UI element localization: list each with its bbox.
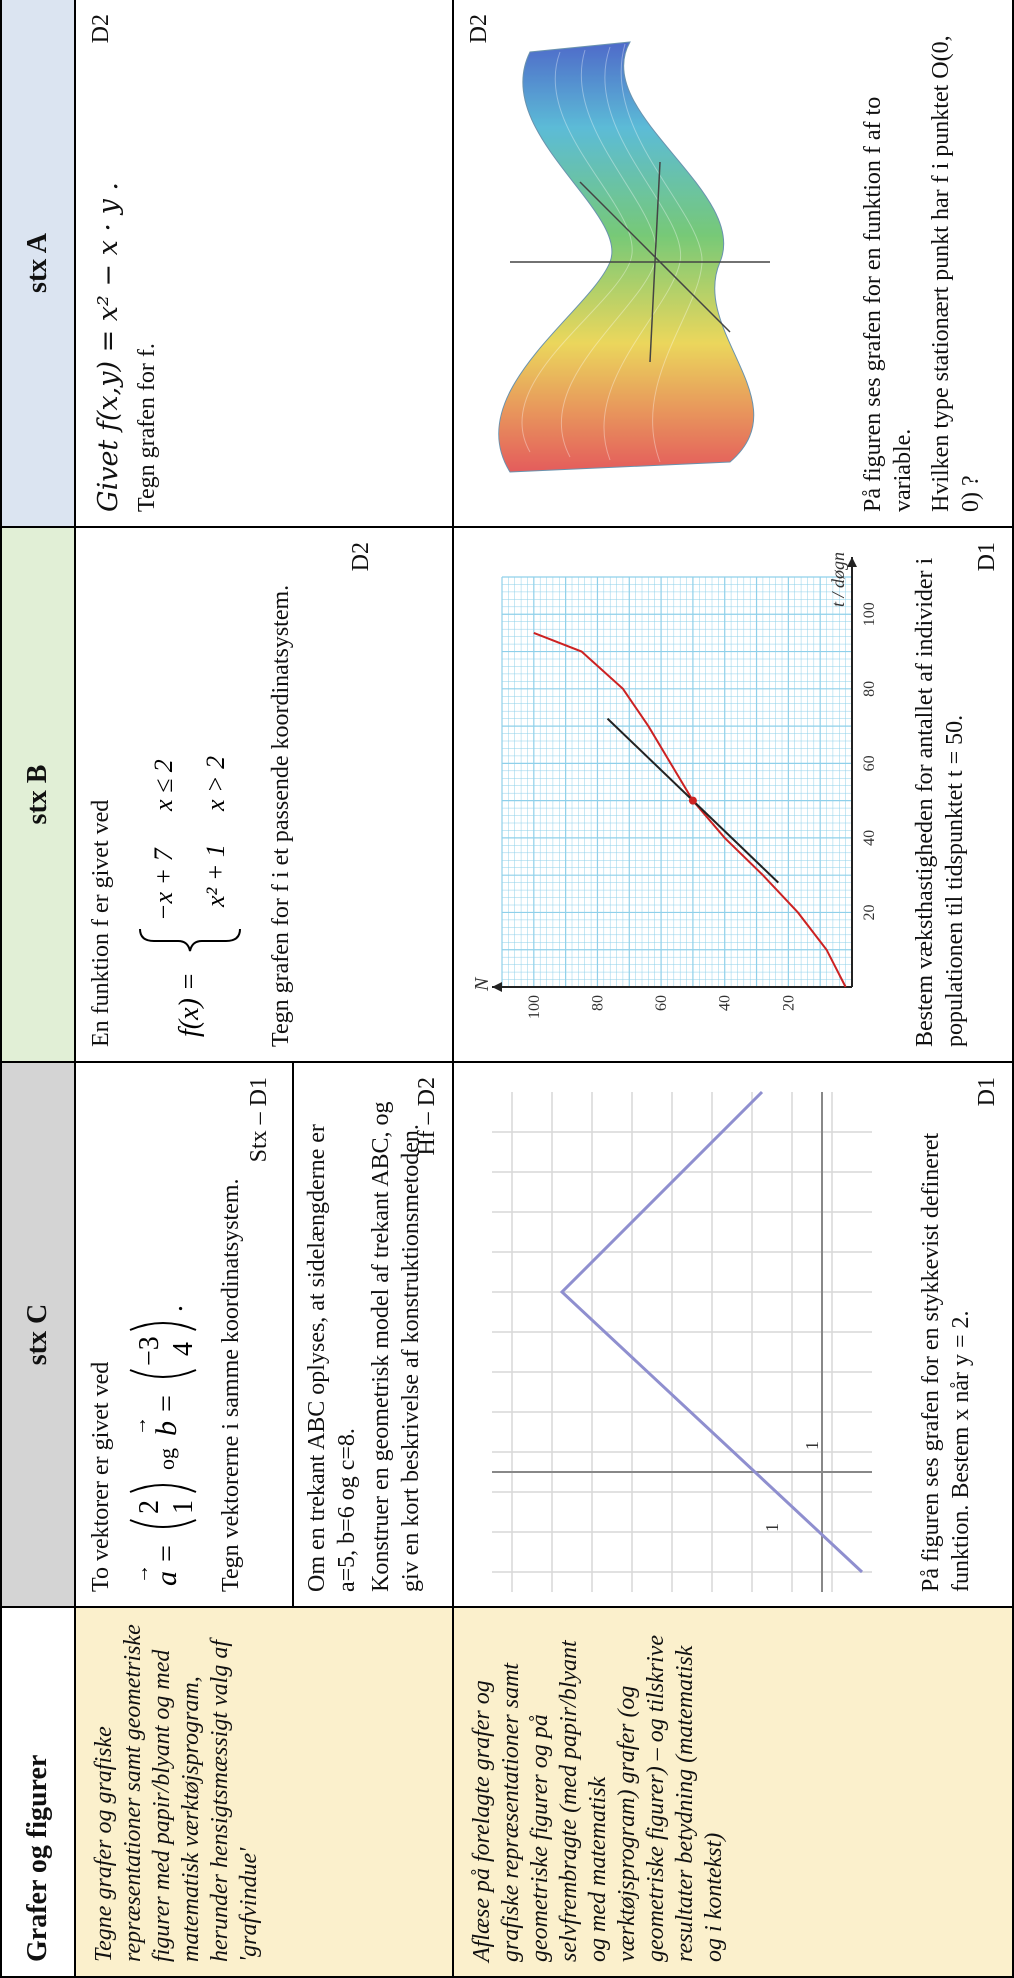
- period: .: [158, 1305, 189, 1312]
- y-axis-3d: [649, 161, 661, 363]
- case2-expr: x² + 1: [201, 844, 230, 908]
- row2-a-text2: Hvilken type stationært punkt har f i pu…: [928, 35, 984, 512]
- graph-grid: [492, 1092, 872, 1592]
- growth-chart: 20 40 60 80 100 20 40 60 80 100 N t / døgn: [472, 552, 878, 1019]
- paren-left-a: [129, 1519, 197, 1528]
- row2-c-text: På figuren ses grafen for en stykkevist …: [918, 1132, 974, 1592]
- row1-stx-c: To vektorer er givet ved a → = 2 1 og b …: [75, 1062, 453, 1607]
- row2-a-text1: På figuren ses grafen for en funktion f …: [860, 96, 916, 512]
- paren-left-b: [129, 1369, 197, 1378]
- vec-a-letter: a: [150, 1571, 183, 1586]
- piecewise-graph: 1 1: [492, 1090, 872, 1592]
- y-tick-label: 100: [526, 995, 543, 1019]
- fx-label: f(x) =: [174, 972, 205, 1037]
- y-tick-label: 20: [780, 995, 797, 1011]
- piecewise-function: f(x) = −x + 7 x ≤ 2 x² + 1 x > 2: [139, 756, 241, 1037]
- saddle-surface: [498, 41, 770, 473]
- row1-b-ref: D2: [348, 542, 374, 572]
- paren-right-b: [129, 1322, 197, 1331]
- header-stx-a: stx A: [1, 0, 75, 527]
- y-axis-label: N: [472, 976, 493, 992]
- row2-stx-a: På figuren ses grafen for en funktion f …: [453, 0, 1013, 527]
- surface-patch: [498, 41, 755, 473]
- row1-c-part2-line1: Om en trekant ABC oplyses, at sidelængde…: [304, 1124, 360, 1592]
- row2-description: Aflæse på forelagte grafer og grafiske r…: [453, 1607, 1013, 1977]
- row1-description: Tegne grafer og grafiske repræsentatione…: [75, 1607, 453, 1977]
- row1-a-task: Tegn grafen for f.: [134, 343, 160, 512]
- vec-a-y: 1: [168, 1500, 199, 1514]
- row1-stx-b: En funktion f er givet ved f(x) = −x + 7…: [75, 527, 453, 1062]
- x-tick-label: 80: [861, 681, 878, 697]
- row1-stx-a: Givet f(x,y) = x² − x · y . Tegn grafen …: [75, 0, 453, 527]
- row1-c-vectors: a → = 2 1 og b → = −3 4 .: [120, 1077, 206, 1592]
- equals-sign: =: [150, 1545, 183, 1562]
- row2-stx-c: 1 1 På figuren ses grafen for en stykkev…: [453, 1062, 1013, 1607]
- growth-curve: [533, 631, 847, 988]
- equals-sign-b: =: [150, 1395, 183, 1412]
- y-tick-label: 60: [653, 995, 670, 1011]
- row2-c-ref: D1: [974, 1077, 1000, 1107]
- header-stx-b: stx B: [1, 527, 75, 1062]
- x-axis-label: t / døgn: [828, 552, 848, 607]
- unit-label-y: 1: [802, 1441, 822, 1450]
- x-tick-label: 60: [861, 755, 878, 771]
- paren-right-a: [129, 1484, 197, 1493]
- chart-series: [533, 631, 847, 988]
- row1-a-given: Givet f(x,y) = x² − x · y .: [93, 181, 124, 512]
- x-tick-label: 100: [861, 602, 878, 626]
- og-word: og: [154, 1448, 179, 1470]
- row2-b-text: Bestem væksthastigheden for antallet af …: [912, 557, 968, 1047]
- row1-a-ref: D2: [88, 14, 114, 44]
- case2-cond: x > 2: [201, 756, 230, 812]
- row1-c-task: Tegn vektorerne i samme koordinatsystem.: [218, 1178, 244, 1592]
- row1-c-ref2: Hf – D2: [414, 1077, 440, 1156]
- function-graph: [559, 1090, 864, 1574]
- row2-stx-b: 20 40 60 80 100 20 40 60 80 100 N t / døgn Bestem…: [453, 527, 1013, 1062]
- vec-a-x: 2: [134, 1500, 165, 1514]
- y-axis-arrow-icon: [492, 982, 502, 992]
- x-tick-label: 20: [861, 904, 878, 920]
- chart-ticks: 20 40 60 80 100 20 40 60 80 100: [526, 602, 878, 1019]
- unit-label-x: 1: [762, 1523, 782, 1532]
- tangent-point: [688, 796, 697, 805]
- chart-axes: [492, 557, 857, 992]
- case1-expr: −x + 7: [149, 847, 178, 921]
- header-stx-c: stx C: [1, 1062, 75, 1607]
- y-tick-label: 80: [589, 995, 606, 1011]
- x-axis-arrow-icon: [847, 557, 857, 567]
- chart-grid: [501, 576, 853, 988]
- row2-a-ref: D2: [466, 14, 492, 44]
- row1-b-intro: En funktion f er givet ved: [88, 799, 114, 1047]
- case1-cond: x ≤ 2: [149, 759, 178, 812]
- vec-a-arrow-icon: →: [131, 1564, 153, 1584]
- row1-c-ref: Stx – D1: [246, 1077, 272, 1163]
- x-tick-label: 40: [861, 830, 878, 846]
- row1-c-intro: To vektorer er givet ved: [88, 1361, 114, 1592]
- row1-b-task: Tegn grafen for f i et passende koordina…: [268, 584, 294, 1047]
- row1-b-piecewise: f(x) = −x + 7 x ≤ 2 x² + 1 x > 2: [122, 542, 252, 1047]
- row2-b-ref: D1: [974, 542, 1000, 572]
- header-grafer-og-figurer: Grafer og figurer: [1, 1607, 75, 1977]
- vec-b-x: −3: [134, 1336, 165, 1366]
- brace-icon: [139, 928, 241, 952]
- y-tick-label: 40: [717, 995, 734, 1011]
- row1-c-separator: [292, 1063, 294, 1606]
- vec-b-arrow-icon: →: [129, 1416, 151, 1436]
- vec-b-y: 4: [168, 1342, 199, 1356]
- vec-b-letter: b: [150, 1421, 183, 1436]
- vector-equation: a → = 2 1 og b → = −3 4 .: [129, 1305, 199, 1586]
